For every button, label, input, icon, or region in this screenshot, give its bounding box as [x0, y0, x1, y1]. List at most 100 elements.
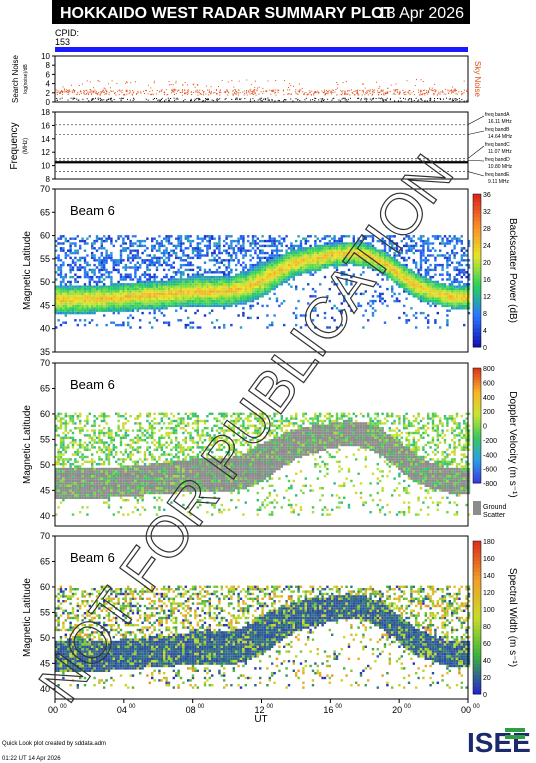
heatmap-cell [155, 302, 159, 305]
heatmap-cell [59, 482, 63, 485]
heatmap-cell [460, 268, 463, 272]
heatmap-cell [239, 299, 243, 303]
heatmap-cell [143, 287, 147, 291]
heatmap-cell [74, 475, 77, 478]
heatmap-cell [57, 297, 60, 300]
heatmap-cell [391, 244, 394, 248]
heatmap-cell [95, 489, 99, 492]
heatmap-cell [388, 239, 391, 243]
heatmap-cell [417, 290, 420, 293]
heatmap-cell [91, 251, 94, 255]
title-bar [52, 0, 470, 24]
heatmap-cell [98, 487, 101, 490]
heatmap-cell [467, 302, 471, 305]
heatmap-cell [403, 268, 406, 272]
heatmap-cell [199, 249, 202, 252]
heatmap-cell [57, 460, 60, 463]
heatmap-cell [427, 292, 430, 296]
heatmap-cell [355, 292, 358, 296]
noise-point [349, 94, 351, 96]
heatmap-cell [146, 297, 149, 300]
heatmap-cell [227, 244, 231, 248]
heatmap-cell [179, 275, 183, 279]
heatmap-cell [275, 299, 279, 303]
noise-point [177, 89, 179, 91]
lat-tick-label: 65 [40, 207, 50, 217]
heatmap-cell [79, 307, 82, 310]
heatmap-cell [182, 249, 185, 252]
noise-point-black [106, 100, 108, 102]
heatmap-cell [86, 494, 89, 497]
heatmap-cell [424, 268, 427, 272]
heatmap-cell [55, 479, 58, 483]
heatmap-cell [405, 268, 408, 272]
noise-point-black [459, 100, 461, 102]
heatmap-cell [119, 251, 123, 255]
noise-point [62, 93, 63, 95]
heatmap-cell [254, 297, 257, 300]
noise-point-black [345, 99, 347, 101]
heatmap-cell [139, 307, 142, 310]
heatmap-cell [59, 247, 63, 250]
heatmap-cell [422, 239, 425, 243]
heatmap-cell [67, 446, 70, 449]
heatmap-cell [235, 278, 238, 281]
heatmap-cell [244, 271, 247, 274]
heatmap-cell [91, 307, 94, 310]
heatmap-cell [103, 297, 106, 300]
heatmap-cell [201, 290, 204, 293]
heatmap-cell [206, 285, 209, 288]
heatmap-cell [299, 239, 303, 243]
noise-point [463, 80, 465, 82]
heatmap-cell [100, 429, 103, 432]
heatmap-cell [88, 311, 91, 315]
noise-point [248, 90, 250, 92]
noise-point-black [207, 98, 209, 100]
heatmap-cell [328, 251, 331, 255]
heatmap-cell [374, 247, 377, 250]
heatmap-cell [247, 249, 250, 252]
heatmap-cell [338, 237, 341, 240]
heatmap-cell [386, 263, 389, 267]
heatmap-cell [88, 496, 91, 499]
noise-point [408, 93, 410, 95]
heatmap-cell [321, 237, 324, 240]
heatmap-cell [215, 302, 219, 305]
heatmap-cell [81, 287, 84, 291]
heatmap-cell [177, 237, 180, 240]
heatmap-cell [139, 242, 142, 245]
noise-point [372, 91, 373, 93]
heatmap-cell [453, 235, 456, 238]
heatmap-cell [91, 446, 94, 449]
heatmap-cell [163, 275, 166, 279]
heatmap-cell [100, 244, 103, 248]
heatmap-cell [374, 290, 377, 293]
noise-point-black [259, 99, 261, 101]
heatmap-cell [211, 297, 214, 300]
heatmap-cell [405, 287, 408, 291]
heatmap-cell [218, 299, 221, 303]
heatmap-cell [256, 297, 259, 300]
noise-point [119, 89, 121, 91]
plot-date: 13 Apr 2026 [378, 5, 464, 22]
heatmap-cell [215, 287, 219, 291]
heatmap-cell [261, 271, 264, 274]
heatmap-cell [170, 280, 173, 284]
heatmap-cell [151, 326, 154, 329]
heatmap-cell [343, 295, 346, 298]
heatmap-cell [98, 307, 101, 310]
colorbar-segment [473, 243, 481, 248]
heatmap-cell [434, 266, 437, 269]
heatmap-cell [359, 256, 363, 260]
noise-point [369, 89, 371, 91]
noise-point-black [449, 98, 451, 100]
heatmap-cell [124, 263, 127, 267]
heatmap-cell [91, 309, 94, 312]
heatmap-cell [220, 259, 223, 262]
heatmap-cell [304, 259, 307, 262]
heatmap-cell [455, 292, 459, 296]
heatmap-cell [419, 287, 423, 291]
heatmap-cell [316, 266, 319, 269]
heatmap-cell [134, 283, 137, 286]
noise-point [187, 89, 189, 91]
